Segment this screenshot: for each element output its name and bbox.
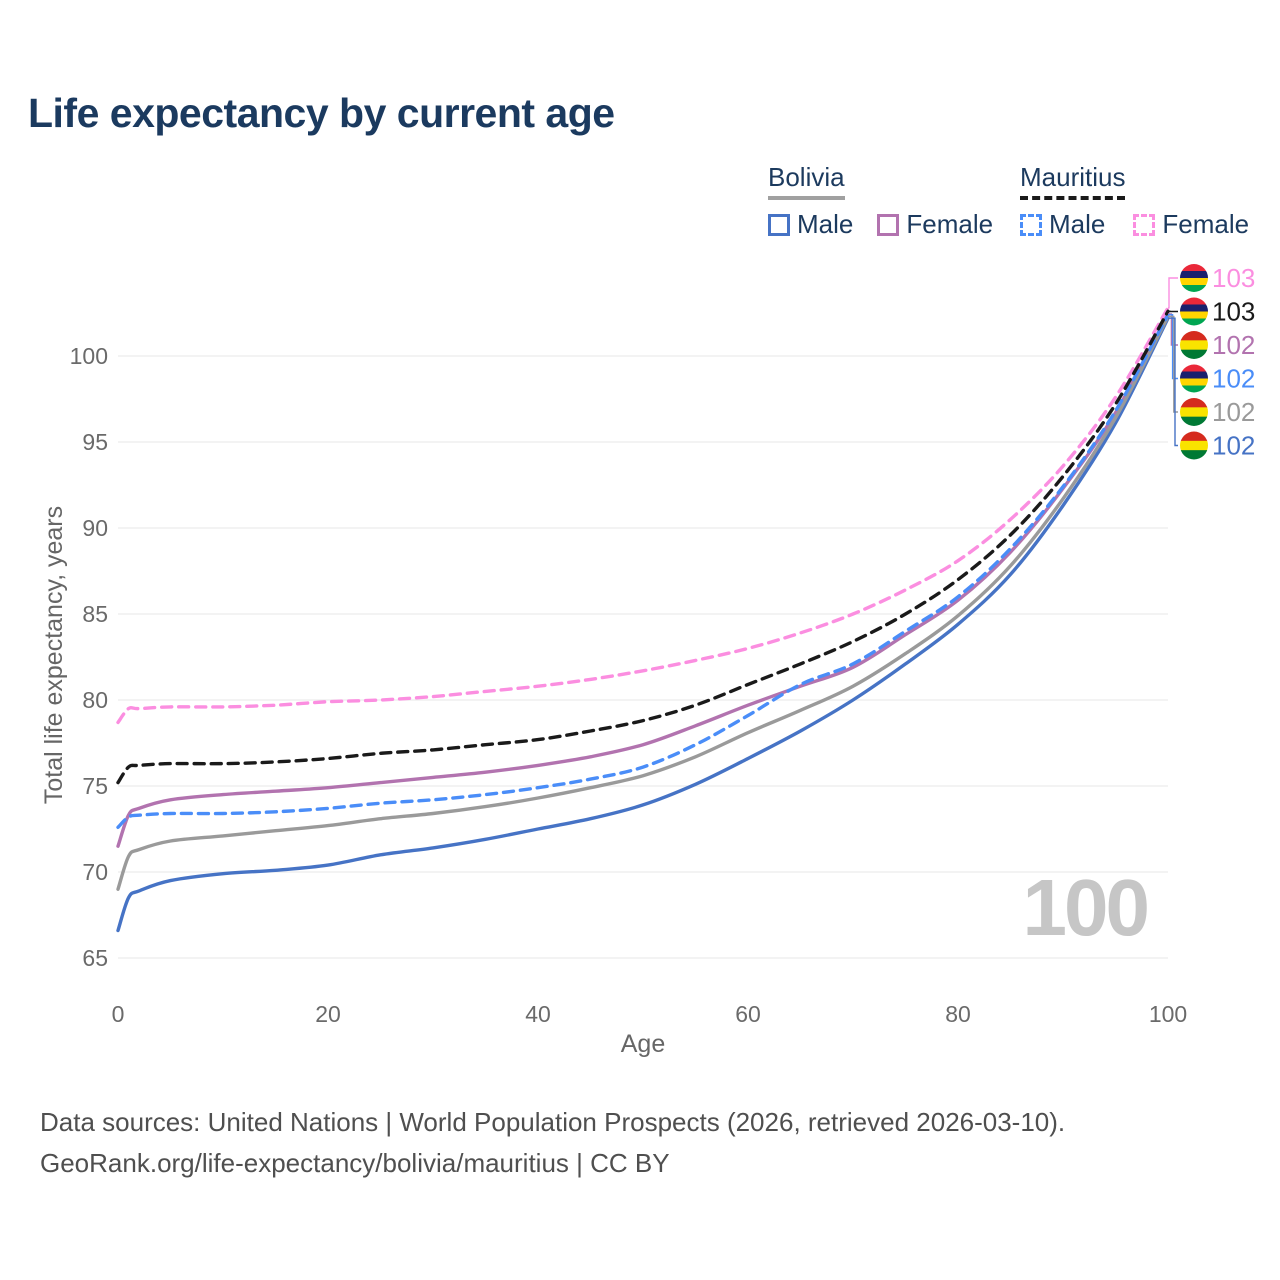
legend-item-bolivia-male[interactable]: Male [768,209,853,240]
legend-country-bolivia[interactable]: Bolivia [768,162,845,200]
end-value-label: 102 [1212,397,1255,427]
label-connector [1168,315,1178,413]
y-tick-label: 95 [82,429,108,455]
x-tick-label: 0 [112,1001,125,1027]
age-watermark: 100 [1022,863,1150,952]
x-tick-label: 60 [735,1001,761,1027]
y-tick-label: 70 [82,859,108,885]
series-line-bolivia-female[interactable] [116,312,1170,848]
label-connector [1168,277,1178,309]
legend-item-bolivia-female[interactable]: Female [877,209,993,240]
mauritius-female-swatch-icon [1133,213,1156,236]
legend-label: Male [1049,209,1106,239]
legend-item-mauritius-female[interactable]: Female [1133,209,1249,240]
bolivia-flag-icon [1180,398,1208,426]
series-line-bolivia-male[interactable] [116,316,1170,933]
end-value-label: 102 [1212,431,1255,461]
y-axis-title: Total life expectancy, years [40,505,68,805]
series-line-mauritius-female[interactable] [116,306,1170,725]
end-value-label: 102 [1212,330,1255,360]
end-value-label: 103 [1212,263,1255,293]
bolivia-flag-icon [1180,331,1208,359]
mauritius-flag-icon [1180,364,1208,393]
y-tick-label: 85 [82,601,108,627]
legend-country-mauritius[interactable]: Mauritius [1020,162,1126,200]
label-connector [1168,317,1178,447]
bolivia-flag-icon [1180,431,1208,460]
mauritius-flag-icon [1180,297,1208,326]
legend-group-bolivia: Bolivia Male Female [768,162,1017,240]
legend-group-mauritius: Mauritius Male Female [1020,162,1277,240]
y-tick-label: 100 [70,343,108,369]
label-connector [1168,314,1178,380]
mauritius-male-swatch-icon [1020,213,1042,236]
end-value-label: 102 [1212,364,1255,394]
y-tick-label: 80 [82,687,108,713]
footer: Data sources: United Nations | World Pop… [40,1102,1065,1184]
attribution-link[interactable]: GeoRank.org/life-expectancy/bolivia/maur… [40,1148,670,1178]
data-sources-line: Data sources: United Nations | World Pop… [40,1107,1066,1137]
series-line-bolivia[interactable] [116,314,1170,891]
page-title: Life expectancy by current age [28,90,615,136]
y-tick-label: 90 [82,515,108,541]
mauritius-flag-icon [1180,264,1208,292]
x-tick-label: 100 [1149,1001,1187,1027]
legend-item-mauritius-male[interactable]: Male [1020,209,1105,240]
series-line-mauritius[interactable] [116,309,1170,785]
series-line-mauritius-male[interactable] [116,313,1170,829]
y-tick-label: 65 [82,945,108,971]
x-axis-title: Age [620,1030,666,1058]
x-tick-label: 40 [525,1001,551,1027]
x-tick-label: 80 [945,1001,971,1027]
bolivia-male-swatch-icon [768,213,790,236]
legend-label: Male [797,209,854,239]
x-tick-label: 20 [315,1001,341,1027]
bolivia-female-swatch-icon [877,213,900,236]
end-value-label: 103 [1212,297,1255,327]
legend-label: Female [1162,209,1250,239]
legend-label: Female [906,209,994,239]
y-tick-label: 75 [82,773,108,799]
